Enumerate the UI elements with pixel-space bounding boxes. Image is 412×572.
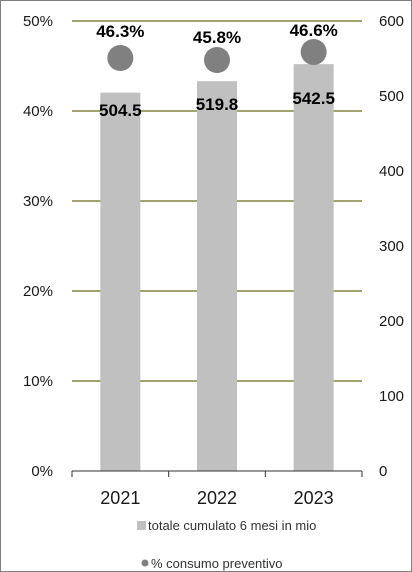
y-left-tick-label: 10% xyxy=(23,373,53,390)
x-category-label: 2023 xyxy=(294,488,334,508)
legend: totale cumulato 6 mesi in mio % consumo p… xyxy=(137,518,316,571)
dot-series xyxy=(107,39,327,73)
dot-data-label: 45.8% xyxy=(193,28,241,47)
y-right-tick-label: 0 xyxy=(379,463,387,480)
legend-label-dot: % consumo preventivo xyxy=(151,556,283,571)
y-right-tick-label: 500 xyxy=(379,88,404,105)
y-left-tick-label: 30% xyxy=(23,193,53,210)
dot-marker xyxy=(204,47,230,73)
y-left-tick-label: 50% xyxy=(23,13,53,30)
bar-data-label: 504.5 xyxy=(99,101,142,120)
x-category-label: 2022 xyxy=(197,488,237,508)
bar-series xyxy=(100,64,334,472)
x-category-label: 2021 xyxy=(100,488,140,508)
y-right-tick-label: 400 xyxy=(379,163,404,180)
bar xyxy=(197,81,237,472)
y-right-tick-label: 200 xyxy=(379,313,404,330)
labels: 46.3% 45.8% 46.6% 504.5 519.8 542.5 xyxy=(96,21,338,120)
dot-data-label: 46.6% xyxy=(290,21,338,40)
legend-label-bar: totale cumulato 6 mesi in mio xyxy=(148,518,316,533)
bar-data-label: 519.8 xyxy=(196,95,239,114)
axes: 0% 10% 20% 30% 40% 50% 0 100 200 300 400 500 600 2021… xyxy=(23,13,404,508)
y-left-tick-label: 0% xyxy=(31,463,53,480)
y-right-tick-label: 600 xyxy=(379,13,404,30)
legend-swatch-dot xyxy=(141,559,149,567)
legend-swatch-bar xyxy=(137,521,146,530)
dot-marker xyxy=(300,39,327,65)
dot-data-label: 46.3% xyxy=(96,22,144,41)
y-left-tick-label: 20% xyxy=(23,283,53,300)
bar xyxy=(100,92,141,471)
y-left-tick-label: 40% xyxy=(23,103,53,120)
y-right-tick-label: 100 xyxy=(379,388,404,405)
bar-data-label: 542.5 xyxy=(292,89,335,108)
dot-marker xyxy=(107,45,134,71)
bar xyxy=(293,64,334,471)
y-right-tick-label: 300 xyxy=(379,238,404,255)
